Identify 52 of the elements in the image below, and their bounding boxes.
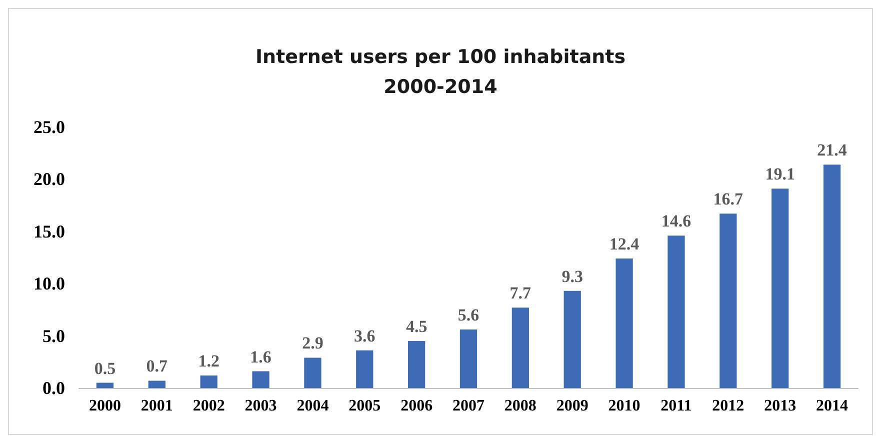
x-tick-label: 2014: [816, 398, 848, 414]
data-label: 4.5: [406, 317, 428, 336]
x-tick-label: 2011: [660, 398, 692, 414]
bar: [772, 188, 789, 388]
y-tick-label: 15.0: [34, 221, 65, 242]
bar: [200, 375, 218, 388]
bar: [96, 382, 114, 388]
x-tick-label: 2003: [244, 398, 277, 414]
data-label: 0.5: [94, 358, 116, 378]
data-label: 0.7: [146, 356, 168, 376]
x-tick-label: 2006: [400, 398, 433, 414]
x-tick-label: 2000: [88, 398, 121, 414]
data-label: 19.1: [765, 164, 795, 184]
x-tick-label: 2001: [140, 398, 173, 414]
data-label: 21.4: [817, 140, 848, 160]
x-tick-label: 2005: [348, 398, 381, 414]
data-label: 16.7: [713, 190, 744, 209]
data-label: 12.4: [609, 234, 640, 254]
x-tick-label: 2012: [712, 398, 744, 414]
data-label: 3.6: [354, 326, 376, 346]
data-label: 14.6: [661, 212, 692, 231]
y-tick-label: 20.0: [34, 169, 65, 190]
bar: [408, 341, 426, 388]
y-tick-label: 5.0: [42, 326, 65, 346]
bar: [356, 350, 374, 388]
bar: [823, 164, 841, 388]
bar: [304, 358, 322, 388]
chart-title: Internet users per 100 inhabitants 2000-2014: [255, 46, 626, 98]
x-tick-label: 2008: [504, 398, 536, 414]
bar: [616, 258, 633, 388]
data-label: 1.6: [250, 347, 272, 366]
bar: [148, 380, 166, 388]
data-label: 9.3: [562, 266, 583, 286]
x-tick-label: 2007: [452, 398, 484, 414]
x-tick-label: 2013: [764, 398, 796, 414]
y-tick-label: 25.0: [34, 117, 65, 137]
x-tick-label: 2002: [192, 398, 225, 414]
bar: [564, 290, 581, 388]
bar: [668, 236, 685, 388]
bar: [252, 371, 270, 388]
x-tick-label: 2004: [296, 398, 329, 414]
y-tick-label: 10.0: [34, 274, 65, 294]
bar: [512, 308, 529, 388]
bar: [460, 330, 478, 388]
data-label: 7.7: [510, 284, 532, 303]
bar: [720, 214, 737, 388]
y-tick-label: 0.0: [42, 378, 65, 398]
x-tick-label: 2010: [608, 398, 640, 414]
data-label: 1.2: [198, 351, 220, 370]
data-label: 2.9: [302, 334, 324, 353]
x-tick-label: 2009: [556, 398, 588, 414]
data-label: 5.6: [458, 306, 480, 325]
